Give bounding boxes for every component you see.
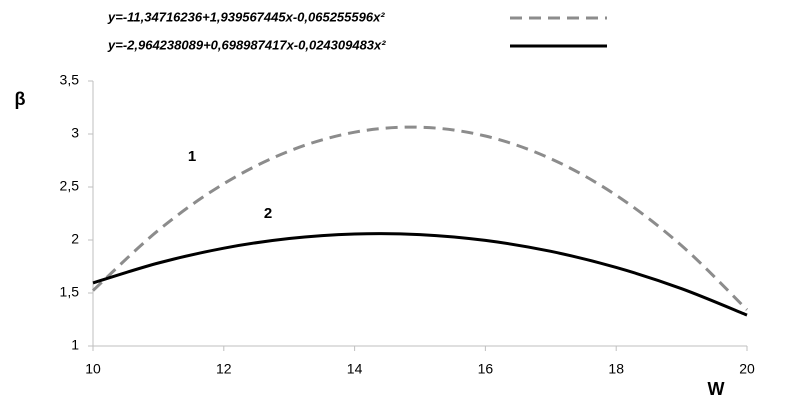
- y-tick-label: 3,5: [60, 72, 80, 88]
- x-tick-label: 12: [216, 361, 232, 377]
- curve-annotation: 2: [264, 205, 272, 222]
- y-tick-label: 1,5: [60, 284, 80, 300]
- y-tick-label: 2: [71, 231, 79, 247]
- curve-annotation: 1: [188, 148, 196, 165]
- series-line: [91, 125, 749, 311]
- series-line: [92, 232, 748, 317]
- x-tick-label: 10: [85, 361, 101, 377]
- legend-label: y=-11,34716236+1,939567445x-0,065255596x…: [107, 9, 385, 24]
- y-axis-title: β: [15, 89, 26, 109]
- x-tick-label: 14: [347, 361, 363, 377]
- x-axis-title: W: [708, 379, 725, 399]
- legend-label: y=-2,964238089+0,698987417x-0,024309483x…: [107, 37, 386, 52]
- y-tick-label: 3: [71, 125, 79, 141]
- y-tick-label: 2,5: [60, 178, 80, 194]
- x-tick-label: 16: [478, 361, 494, 377]
- x-tick-label: 20: [739, 361, 755, 377]
- y-tick-label: 1: [71, 337, 79, 353]
- x-tick-label: 18: [608, 361, 624, 377]
